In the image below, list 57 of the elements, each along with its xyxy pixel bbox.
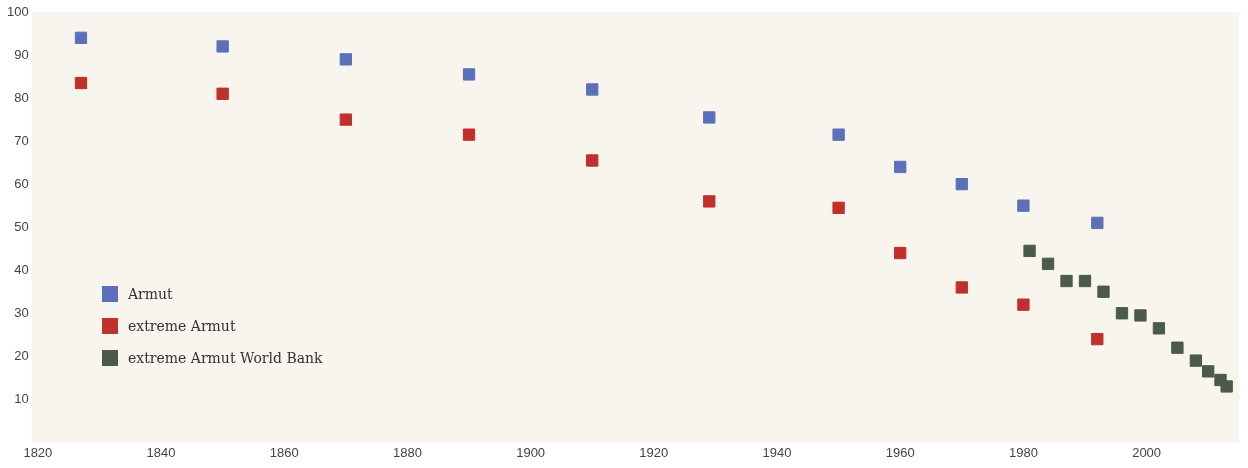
point xyxy=(894,160,907,174)
x-tick-label: 1860 xyxy=(269,444,299,460)
point xyxy=(1091,332,1104,346)
x-tick-label: 1840 xyxy=(146,444,176,460)
x-tick-label: 1980 xyxy=(1008,444,1038,460)
point xyxy=(1091,216,1104,230)
point xyxy=(1097,285,1110,298)
y-tick-label: 30 xyxy=(14,304,29,320)
point xyxy=(74,31,88,44)
x-tick-label: 1960 xyxy=(885,444,915,460)
point xyxy=(74,76,88,90)
point xyxy=(1017,199,1030,212)
x-tick-label: 1880 xyxy=(392,444,422,460)
point xyxy=(1017,298,1030,311)
x-tick-label: 2000 xyxy=(1132,444,1162,460)
point xyxy=(1115,307,1129,320)
point xyxy=(703,111,716,124)
point xyxy=(1189,354,1203,367)
point xyxy=(832,128,845,141)
y-tick-label: 90 xyxy=(14,46,29,62)
x-tick-label: 1920 xyxy=(639,444,669,460)
point xyxy=(1023,244,1036,258)
y-tick-label: 100 xyxy=(6,3,29,19)
legend-label: Armut xyxy=(128,286,173,302)
x-tick-label: 1820 xyxy=(23,444,53,460)
point xyxy=(1171,341,1184,354)
point xyxy=(586,154,599,167)
y-tick-label: 20 xyxy=(14,347,29,363)
point xyxy=(955,178,968,191)
point xyxy=(462,128,476,141)
x-tick-label: 1900 xyxy=(516,444,546,460)
point xyxy=(216,40,229,53)
point xyxy=(1152,322,1166,335)
point xyxy=(339,53,352,66)
point xyxy=(586,83,599,96)
point xyxy=(894,246,907,260)
y-tick-label: 70 xyxy=(14,132,29,148)
legend-label: extreme Armut World Bank xyxy=(128,350,323,366)
y-tick-label: 60 xyxy=(14,175,29,191)
point xyxy=(1202,365,1215,378)
point xyxy=(1220,380,1233,393)
y-tick-label: 10 xyxy=(14,390,29,406)
y-tick-label: 50 xyxy=(14,218,29,234)
point xyxy=(832,201,845,214)
y-tick-label: 40 xyxy=(14,261,29,277)
legend-label: extreme Armut xyxy=(128,318,236,334)
y-tick-label: 80 xyxy=(14,89,29,105)
point xyxy=(216,87,229,100)
point xyxy=(1078,274,1092,288)
point xyxy=(339,113,352,126)
point xyxy=(1060,274,1073,288)
point xyxy=(462,68,476,81)
point xyxy=(955,281,968,294)
x-tick-label: 1940 xyxy=(762,444,792,460)
point xyxy=(1134,309,1147,322)
point xyxy=(703,195,716,208)
point xyxy=(1041,257,1055,270)
